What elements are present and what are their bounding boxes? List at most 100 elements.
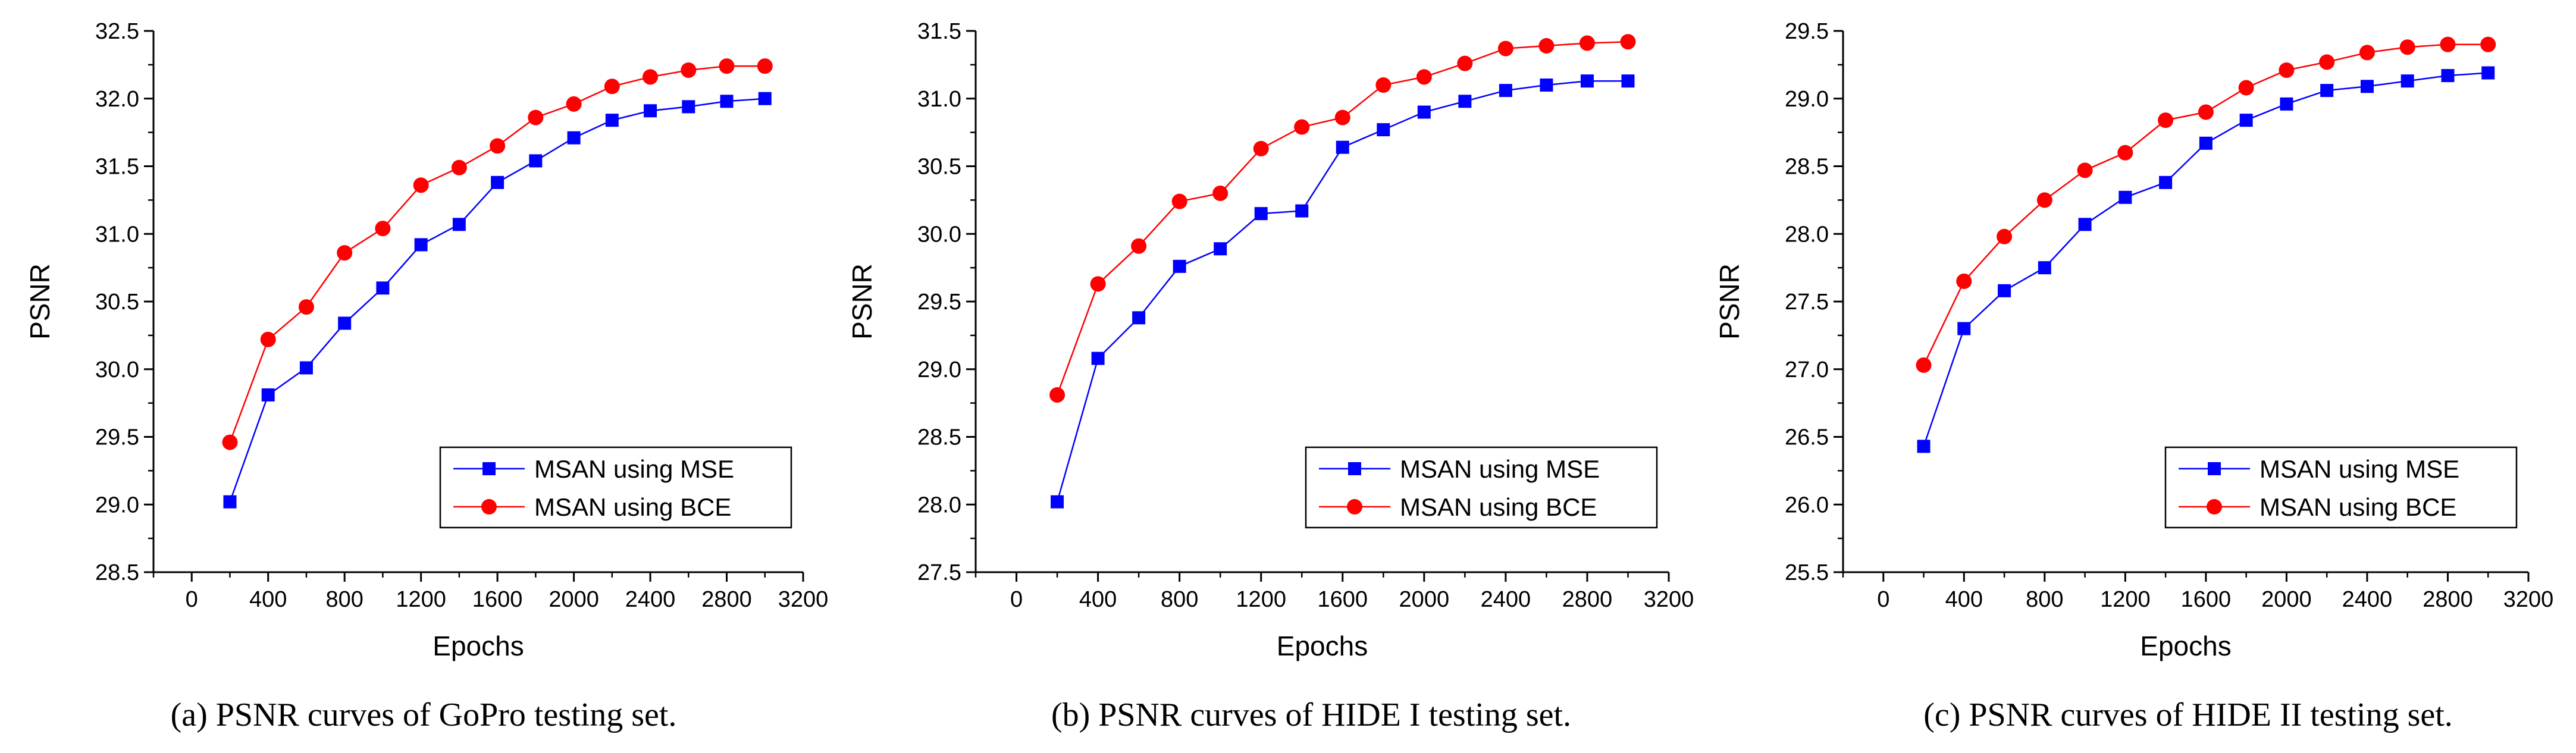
data-point [644,104,657,118]
x-tick-label: 1200 [396,587,446,612]
x-axis-title: Epochs [2140,630,2231,661]
data-point [414,238,428,252]
data-point [2038,261,2051,275]
data-point [643,69,659,85]
data-point [1538,38,1555,54]
chart-panel-2: 25.5 26.0 26.5 27.0 27.5 28.0 28.5 29.0 29.5 0 400… [1714,19,2553,733]
legend-label-0: MSAN using MSE [1400,455,1600,483]
legend-label-0: MSAN using MSE [534,455,734,483]
y-tick-label: 30.0 [95,357,139,382]
series-line-1 [229,65,765,443]
data-point [2360,80,2374,93]
data-point [1294,119,1310,135]
y-axis-title: PSNR [847,263,878,340]
x-tick-label: 2000 [549,587,599,612]
data-point [452,218,466,231]
x-tick-label: 400 [1079,587,1117,612]
data-point [1334,109,1350,126]
y-tick-label: 32.0 [95,87,139,112]
data-point [2078,218,2092,231]
x-tick-label: 1600 [472,587,523,612]
x-tick-label: 2800 [1562,587,1613,612]
y-tick-label: 29.5 [917,290,961,315]
y-tick-label: 31.0 [917,87,961,112]
chart-panel-1: 27.5 28.0 28.5 29.0 29.5 30.0 30.5 31.0 31.5 0 400… [847,19,1694,733]
data-point [1375,77,1392,93]
data-point [1253,140,1269,156]
x-tick-label: 2000 [2261,587,2312,612]
y-tick-label: 29.5 [1785,19,1829,44]
data-point [1295,204,1309,218]
data-point [604,79,620,95]
data-point [260,331,276,347]
x-tick-label: 800 [325,587,363,612]
y-tick-label: 30.5 [917,155,961,180]
x-tick-label: 2400 [2342,587,2393,612]
data-point [1579,35,1595,51]
y-tick-label: 28.0 [917,492,961,517]
data-point [376,281,390,295]
x-tick-label: 2800 [2423,587,2473,612]
data-point [1173,259,1186,273]
x-tick-label: 1200 [1236,587,1286,612]
data-point [2036,192,2052,208]
y-tick-label: 31.0 [95,222,139,247]
x-tick-label: 3200 [778,587,829,612]
y-tick-label: 25.5 [1785,560,1829,585]
data-point [1416,69,1432,85]
legend-box [439,446,792,529]
legend-marker-1 [481,499,497,514]
legend-label-1: MSAN using BCE [1400,493,1597,521]
legend-label-1: MSAN using BCE [534,493,731,521]
data-point [375,221,391,237]
data-point [2158,112,2174,128]
chart-panel-0: 28.5 29.0 29.5 30.0 30.5 31.0 31.5 32.0 32.5 0 400… [24,19,828,733]
y-tick-label: 28.0 [1785,222,1829,247]
legend-box [2164,446,2518,529]
data-point [1457,55,1473,71]
data-point [2319,54,2335,70]
y-tick-label: 28.5 [95,560,139,585]
legend-label-1: MSAN using BCE [2260,493,2456,521]
data-point [1998,284,2011,297]
y-tick-label: 30.0 [917,222,961,247]
data-point [338,316,352,330]
data-point [1091,352,1105,365]
data-point [1171,193,1187,209]
data-point [2239,114,2253,127]
x-axis-title: Epochs [1277,630,1368,661]
data-point [719,58,735,74]
y-tick-label: 31.5 [917,19,961,44]
data-point [1580,74,1594,88]
data-point [1540,79,1553,92]
data-point [1917,440,1931,453]
data-point [2199,136,2213,150]
y-tick-label: 29.0 [1785,87,1829,112]
x-tick-label: 400 [1945,587,1983,612]
data-point [2077,162,2093,178]
y-tick-label: 31.5 [95,155,139,180]
legend-marker-1 [2207,499,2222,514]
series-line-1 [1923,43,2489,366]
y-axis-title: PSNR [1714,263,1745,340]
x-tick-label: 800 [1161,587,1198,612]
data-point [1621,74,1635,88]
legend-marker-0 [2208,462,2221,475]
data-point [223,495,237,509]
x-tick-label: 800 [2026,587,2063,612]
legend-marker-0 [1348,462,1361,475]
data-point [2198,104,2214,120]
data-point [337,245,353,261]
x-tick-label: 2400 [1481,587,1531,612]
x-tick-label: 2400 [625,587,676,612]
data-point [2280,97,2293,111]
legend-marker-1 [1347,499,1362,514]
data-point [1214,242,1227,256]
x-tick-label: 3200 [1644,587,1694,612]
data-point [758,92,772,105]
legend-label-0: MSAN using MSE [2260,455,2459,483]
data-point [681,62,697,78]
data-point [490,138,506,154]
data-point [682,100,695,114]
